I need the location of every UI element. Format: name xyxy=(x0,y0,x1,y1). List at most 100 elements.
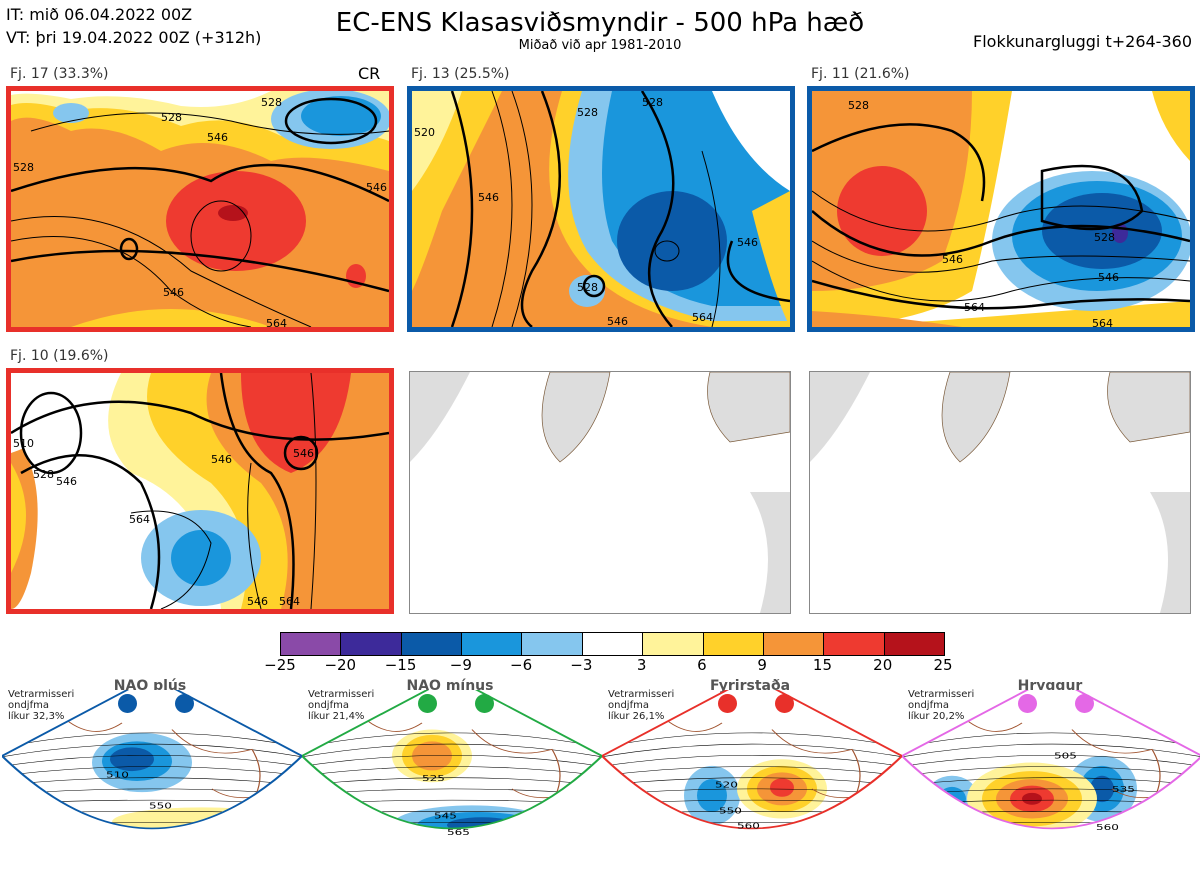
contour-label: 528 xyxy=(1094,231,1115,244)
regime-note-line: líkur 20,2% xyxy=(908,711,965,722)
colorbar-tick-label: 6 xyxy=(697,656,707,674)
contour-label: 528 xyxy=(13,161,34,174)
empty-map-panel xyxy=(809,371,1191,614)
contour-label: 546 xyxy=(1098,271,1119,284)
cluster-4-map: 510 528 546 546 564 546 546 564 xyxy=(6,368,394,614)
contour-label: 564 xyxy=(692,311,713,324)
regime-fan-map: 510 550 xyxy=(2,690,302,830)
regime-contour-label: 550 xyxy=(719,807,742,816)
regime-marker-dot xyxy=(1075,694,1094,713)
contour-label: 564 xyxy=(266,317,287,327)
contour-label: 564 xyxy=(279,595,300,608)
colorbar-swatch xyxy=(462,633,523,655)
regime-note: Vetrarmisseri ondjfma líkur 32,3% xyxy=(8,689,74,722)
colorbar-tick-label: −3 xyxy=(570,656,593,674)
colorbar-tick-label: 9 xyxy=(757,656,767,674)
colorbar-swatch xyxy=(341,633,402,655)
contour-label: 546 xyxy=(366,181,387,194)
contour-label: 528 xyxy=(33,468,54,481)
contour-label: 564 xyxy=(129,513,150,526)
contour-label: 546 xyxy=(478,191,499,204)
contour-label: 520 xyxy=(414,126,435,139)
regime-contour-label: 525 xyxy=(422,775,445,784)
contour-label: 546 xyxy=(211,453,232,466)
regime-contour-label: 560 xyxy=(737,822,760,831)
colorbar-tick-label: −15 xyxy=(384,656,417,674)
contour-label: 546 xyxy=(56,475,77,488)
cluster-1-map: 528 528 546 546 546 528 564 xyxy=(6,86,394,332)
contour-label: 528 xyxy=(642,96,663,109)
contour-label: 564 xyxy=(964,301,985,314)
regime-marker-dot xyxy=(118,694,137,713)
contour-label: 546 xyxy=(942,253,963,266)
colorbar-swatch xyxy=(582,633,644,655)
regime-marker-dot xyxy=(475,694,494,713)
cluster-3-label: Fj. 11 (21.6%) xyxy=(811,66,910,82)
regime-fan-map: 520 550 560 xyxy=(602,690,902,831)
regime-contour-label: 535 xyxy=(1112,786,1135,795)
init-time: IT: mið 06.04.2022 00Z xyxy=(6,5,193,24)
page-title: EC-ENS Klasasviðsmyndir - 500 hPa hæð xyxy=(335,8,865,38)
contour-label: 564 xyxy=(1092,317,1113,327)
colorbar-tick-label: 3 xyxy=(636,656,647,674)
contour-label: 546 xyxy=(293,447,314,460)
regime-note-line: ondjfma xyxy=(608,700,649,711)
regime-note: Vetrarmisseri ondjfma líkur 21,4% xyxy=(308,689,374,722)
colorbar-tick-label: 25 xyxy=(933,656,953,674)
regime-note-line: líkur 26,1% xyxy=(608,711,665,722)
regime-marker-dot xyxy=(718,694,737,713)
contour-label: 528 xyxy=(577,106,598,119)
colorbar-swatch xyxy=(824,633,885,655)
regime-note-line: ondjfma xyxy=(308,700,349,711)
regime-contour-label: 510 xyxy=(106,771,129,780)
cluster-1-label: Fj. 17 (33.3%) xyxy=(10,66,109,82)
regime-marker-dot xyxy=(1018,694,1037,713)
regime-contour-label: 550 xyxy=(149,802,172,811)
regime-note-line: Vetrarmisseri xyxy=(8,689,75,700)
colorbar-tick-label: 20 xyxy=(873,656,893,674)
empty-map-panel xyxy=(409,371,791,614)
colorbar-swatch xyxy=(763,633,825,655)
colorbar-tick-label: −6 xyxy=(510,656,533,674)
classification-window: Flokkunargluggi t+264-360 xyxy=(973,32,1192,51)
contour-label: 546 xyxy=(163,286,184,299)
regime-note-line: ondjfma xyxy=(908,700,949,711)
cluster-4-label: Fj. 10 (19.6%) xyxy=(10,348,109,364)
contour-label: 546 xyxy=(607,315,628,327)
regime-note-line: líkur 32,3% xyxy=(8,711,65,722)
regime-contour-label: 505 xyxy=(1054,752,1077,761)
valid-time: VT: þri 19.04.2022 00Z (+312h) xyxy=(6,28,262,47)
regime-marker-dot xyxy=(418,694,437,713)
colorbar-swatch xyxy=(522,633,583,655)
regime-contour-label: 545 xyxy=(434,812,457,821)
regime-note-line: Vetrarmisseri xyxy=(608,689,675,700)
contour-label: 528 xyxy=(161,111,182,124)
contour-label: 528 xyxy=(261,96,282,109)
colorbar-swatch xyxy=(643,633,704,655)
contour-label: 546 xyxy=(247,595,268,608)
colorbar-tick-label: −20 xyxy=(324,656,357,674)
contour-label: 528 xyxy=(848,99,869,112)
regime-note: Vetrarmisseri ondjfma líkur 26,1% xyxy=(608,689,674,722)
cluster-2-map: 528 528 520 546 528 546 546 564 xyxy=(407,86,795,332)
regime-marker-dot xyxy=(175,694,194,713)
cluster-2-label: Fj. 13 (25.5%) xyxy=(411,66,510,82)
cluster-3-map: 528 546 528 546 564 564 xyxy=(807,86,1195,332)
contour-label: 510 xyxy=(13,437,34,450)
regime-note-line: líkur 21,4% xyxy=(308,711,365,722)
regime-note-line: Vetrarmisseri xyxy=(308,689,375,700)
colorbar-swatch xyxy=(884,633,944,655)
regime-contour-label: 520 xyxy=(715,781,738,790)
contour-label: 528 xyxy=(577,281,598,294)
colorbar-swatch xyxy=(703,633,764,655)
cluster-1-badge: CR xyxy=(358,64,381,83)
regime-contour-label: 560 xyxy=(1096,824,1119,833)
colorbar-tick-label: −25 xyxy=(264,656,296,674)
contour-label: 546 xyxy=(207,131,228,144)
colorbar-swatch xyxy=(281,633,342,655)
regime-note-line: Vetrarmisseri xyxy=(908,689,975,700)
regime-contour-label: 565 xyxy=(447,829,470,838)
regime-fan-map: 505 535 560 xyxy=(902,690,1200,833)
contour-label: 546 xyxy=(737,236,758,249)
page-subtitle: Miðað við apr 1981-2010 xyxy=(518,38,682,53)
